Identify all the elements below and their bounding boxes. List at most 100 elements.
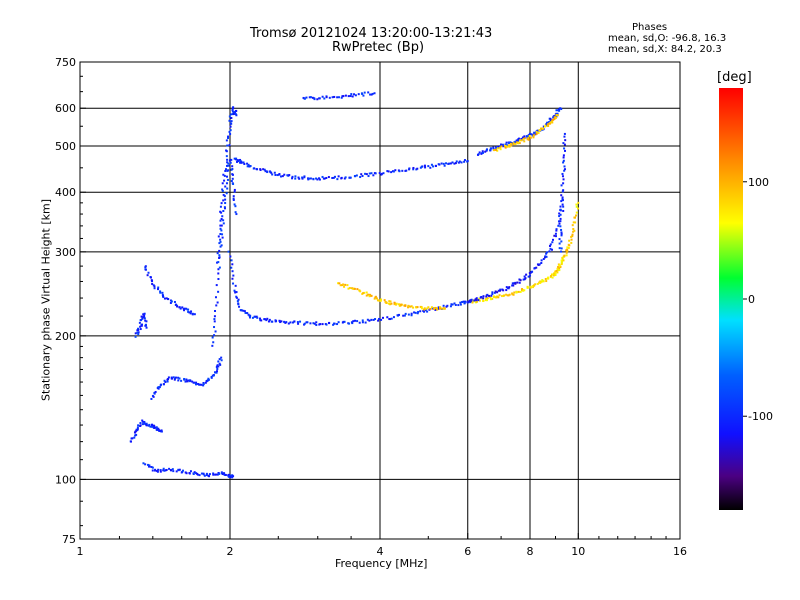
data-point — [489, 296, 492, 299]
data-point — [540, 262, 543, 265]
x-tick-label: 10 — [571, 545, 585, 558]
data-point — [151, 282, 154, 285]
data-point — [379, 299, 382, 302]
data-point — [423, 307, 426, 310]
data-point — [221, 473, 224, 476]
data-point — [139, 422, 142, 425]
data-point — [321, 95, 324, 98]
data-point — [575, 205, 578, 208]
data-point — [232, 107, 235, 110]
data-point — [570, 241, 573, 244]
data-point — [215, 284, 218, 287]
data-point — [486, 293, 489, 296]
data-point — [237, 303, 240, 306]
data-point — [185, 307, 188, 310]
data-point — [224, 169, 227, 172]
data-point — [188, 472, 191, 475]
data-point — [176, 305, 179, 308]
data-point — [206, 379, 209, 382]
data-point — [350, 93, 353, 96]
data-point — [416, 306, 419, 309]
data-point — [560, 228, 563, 231]
data-point — [235, 295, 238, 298]
data-point — [237, 160, 240, 163]
data-point — [155, 426, 158, 429]
data-point — [518, 281, 521, 284]
data-point — [542, 125, 545, 128]
data-point — [514, 140, 517, 143]
data-point — [193, 313, 196, 316]
data-point — [225, 182, 228, 185]
data-point — [191, 313, 194, 316]
data-point — [547, 121, 550, 124]
data-point — [560, 261, 563, 264]
data-point — [230, 113, 233, 116]
data-point — [351, 95, 354, 98]
data-point — [555, 109, 558, 112]
data-point — [560, 240, 563, 243]
data-point — [512, 143, 515, 146]
data-point — [364, 172, 367, 175]
data-point — [520, 139, 523, 142]
data-point — [571, 235, 574, 238]
data-point — [577, 201, 580, 204]
data-point — [499, 143, 502, 146]
data-point — [525, 135, 528, 138]
data-point — [218, 266, 221, 269]
data-point — [514, 143, 517, 146]
data-point — [337, 282, 340, 285]
data-point — [145, 424, 148, 427]
data-point — [367, 175, 370, 178]
data-point — [141, 316, 144, 319]
data-point — [348, 286, 351, 289]
data-point — [131, 437, 134, 440]
data-point — [163, 379, 166, 382]
data-point — [372, 174, 375, 177]
data-point — [252, 167, 255, 170]
data-point — [466, 160, 469, 163]
data-point — [266, 317, 269, 320]
data-point — [404, 304, 407, 307]
data-point — [427, 306, 430, 309]
data-point — [511, 293, 514, 296]
data-point — [509, 141, 512, 144]
data-point — [318, 97, 321, 100]
data-point — [229, 125, 232, 128]
data-point — [305, 96, 308, 99]
data-point — [183, 307, 186, 310]
data-point — [211, 344, 214, 347]
data-point — [226, 161, 229, 164]
data-point — [529, 136, 532, 139]
data-point — [498, 145, 501, 148]
data-point — [571, 233, 574, 236]
data-point — [505, 145, 508, 148]
data-point — [532, 286, 535, 289]
data-point — [568, 239, 571, 242]
data-point — [552, 118, 555, 121]
data-point — [559, 208, 562, 211]
data-point — [142, 313, 145, 316]
data-point — [414, 311, 417, 314]
data-point — [144, 266, 147, 269]
data-point — [303, 176, 306, 179]
data-point — [442, 307, 445, 310]
data-point — [254, 315, 257, 318]
data-point — [325, 96, 328, 99]
data-point — [443, 307, 446, 310]
data-point — [380, 298, 383, 301]
data-point — [482, 297, 485, 300]
data-point — [232, 195, 235, 198]
data-point — [338, 282, 341, 285]
data-point — [505, 286, 508, 289]
data-point — [225, 155, 228, 158]
data-point — [226, 175, 229, 178]
data-point — [224, 185, 227, 188]
data-point — [159, 469, 162, 472]
data-point — [318, 177, 321, 180]
data-point — [547, 124, 550, 127]
data-point — [410, 312, 413, 315]
data-point — [270, 171, 273, 174]
data-point — [248, 316, 251, 319]
data-point — [154, 426, 157, 429]
data-point — [502, 145, 505, 148]
